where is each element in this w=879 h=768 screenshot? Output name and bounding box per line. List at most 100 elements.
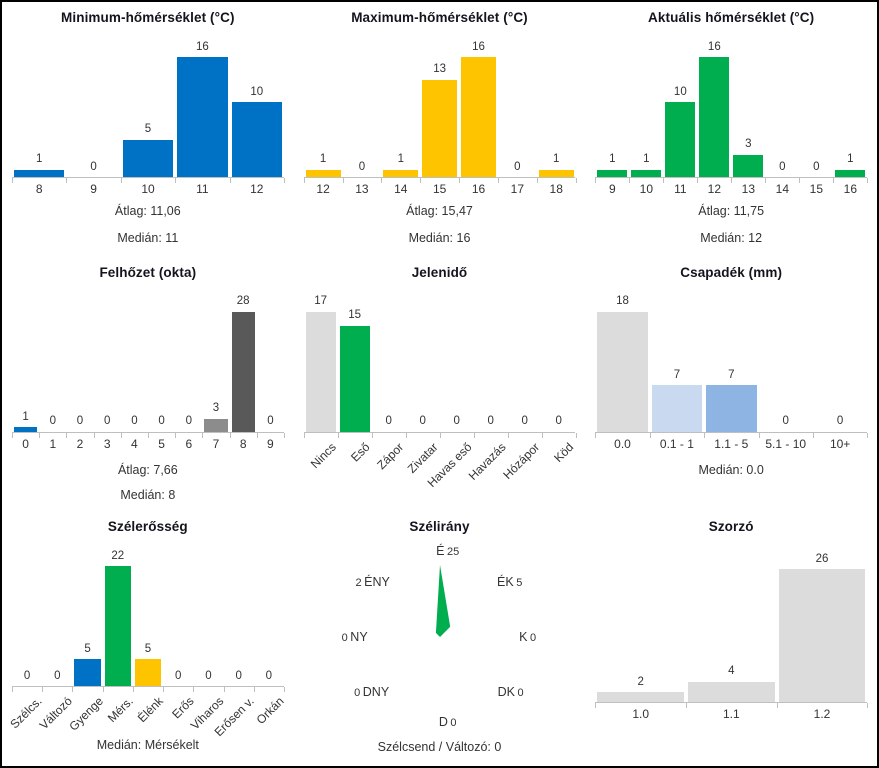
stat-line: Medián: 8: [120, 487, 176, 502]
x-axis-label: 1.0: [632, 707, 649, 722]
axis-tick: [685, 703, 687, 709]
wind-direction-name: NY: [350, 630, 368, 645]
wind-direction-ÉNY: 2 ÉNY: [355, 575, 389, 589]
bar-Gyenge: [74, 659, 101, 687]
bar-value-label: 0: [487, 415, 494, 428]
axis-tick: [132, 687, 134, 693]
bar-plot-current-temp: 1 1 10 16 3 0 0 1: [595, 2, 867, 177]
wind-direction-K: K 0: [519, 630, 536, 644]
x-axis-label: Orkán: [253, 694, 287, 728]
chart-title-wind-direction: Szélirány: [409, 519, 470, 535]
x-axis-label: 8: [35, 182, 43, 196]
bar-value-label: 28: [236, 295, 250, 308]
x-axis-label: Élénk: [134, 694, 166, 726]
wind-direction-DK: DK 0: [498, 685, 524, 699]
x-axis-label: 8: [239, 436, 247, 451]
axis-tick: [66, 178, 68, 183]
wind-direction-name: DNY: [362, 685, 390, 700]
x-axis-label: 15: [432, 182, 447, 196]
axis-tick: [776, 703, 778, 709]
x-axis-label: 9: [90, 182, 97, 196]
axis-tick: [175, 178, 177, 183]
bar-value-label: 0: [205, 669, 212, 682]
axis-tick: [697, 178, 699, 183]
stat-line: Átlag: 11,06: [114, 204, 181, 218]
axis-tick: [120, 178, 122, 183]
panel-precipitation: Csapadék (mm) 18 7 7 0 0 0.0 0.1 - 1 1.1 - 5 5.…: [585, 257, 877, 512]
x-axis: [303, 177, 577, 183]
bar-value-label: 17: [314, 295, 328, 308]
panel-present-weather: Jelenidő 17 15 0 0 0 0 0 0 Nincs Eső Zápor Zivatar…: [294, 257, 586, 512]
bar-Élénk: [134, 659, 162, 687]
axis-tick: [507, 432, 509, 438]
wind-direction-name: ÉNY: [364, 575, 390, 590]
bar-plot-min-temp: 1 0 5 16 10: [12, 2, 284, 177]
wind-direction-NY: 0 NY: [342, 630, 368, 644]
x-axis-label: 17: [510, 182, 525, 196]
stat-line: Medián: 12: [700, 231, 763, 245]
bar-Nincs: [305, 311, 336, 432]
x-axis-label: 6: [185, 436, 193, 451]
axis-tick: [39, 432, 41, 438]
wind-direction-value: 0: [450, 717, 457, 730]
axis-tick: [649, 432, 651, 438]
axis-tick: [303, 432, 305, 438]
bar-plot-max-temp: 1 0 1 13 16 0 1: [304, 2, 576, 177]
bar-value-label: 2: [637, 675, 644, 688]
x-axis-label: 14: [775, 182, 789, 196]
stat-line: Átlag: 15,47: [406, 204, 473, 218]
bar-value-label: 0: [779, 160, 786, 173]
wind-direction-name: D: [438, 715, 448, 730]
axis-tick: [175, 432, 177, 438]
bar-11: [177, 57, 228, 177]
axis-tick: [284, 687, 285, 693]
chart-title-min-temp: Minimum-hőmérséklet (°C): [61, 10, 235, 25]
x-axis-label: 7: [212, 436, 220, 451]
bar-value-label: 4: [728, 665, 735, 678]
axis-tick: [93, 432, 95, 438]
bar-plot-cloud-cover: 1 0 0 0 0 0 0 3 28 0: [12, 257, 284, 432]
bar-value-label: 0: [76, 415, 84, 428]
axis-tick: [812, 432, 814, 438]
wind-direction-name: ÉK: [496, 575, 514, 590]
bar-1.1 - 5: [706, 385, 757, 432]
wind-direction-ÉK: ÉK 5: [497, 575, 522, 589]
x-axis-label: 5: [158, 436, 165, 451]
bar-11: [665, 102, 696, 177]
axis-tick: [595, 178, 597, 183]
x-axis-label: 4: [131, 436, 138, 451]
bar-0: [14, 427, 38, 432]
bar-value-label: 13: [433, 63, 447, 75]
bar-plot-wind-strength: 0 0 5 22 5 0 0 0 0: [12, 511, 284, 687]
bar-10: [631, 169, 662, 177]
bar-value-label: 0: [49, 415, 56, 428]
bar-value-label: 0: [23, 669, 31, 682]
chart-title-precipitation: Csapadék (mm): [680, 264, 783, 280]
bar-0.0: [597, 311, 648, 432]
bar-value-label: 7: [728, 368, 735, 381]
bar-value-label: 0: [453, 415, 460, 428]
x-axis-label: 16: [843, 182, 857, 196]
bar-value-label: 1: [643, 153, 650, 165]
bar-8: [231, 311, 255, 432]
axis-tick: [102, 687, 104, 693]
panel-max-temp: Maximum-hőmérséklet (°C) 1 0 1 13 16 0 1 12 13 1…: [294, 2, 586, 257]
x-axis-label: 1.2: [813, 707, 831, 722]
x-axis-label: Hózápor: [500, 439, 543, 482]
x-axis-label: 18: [549, 182, 563, 196]
bar-8: [14, 169, 65, 177]
axis-tick: [148, 432, 149, 438]
axis-tick: [337, 432, 339, 438]
bar-Eső: [339, 325, 370, 432]
wind-direction-name: K: [519, 630, 528, 645]
x-axis-label: 2: [76, 436, 84, 451]
wind-direction-value: 0: [341, 632, 348, 645]
chart-title-multiplier: Szorzó: [708, 519, 754, 535]
wind-direction-polygon: [435, 565, 450, 638]
bar-value-label: 0: [103, 415, 111, 428]
wind-calm-footer: Szélcsend / Változó: 0: [377, 740, 502, 755]
axis-tick: [459, 178, 461, 183]
axis-tick: [595, 703, 597, 709]
bar-value-label: 16: [195, 40, 209, 53]
bar-value-label: 1: [847, 153, 854, 165]
